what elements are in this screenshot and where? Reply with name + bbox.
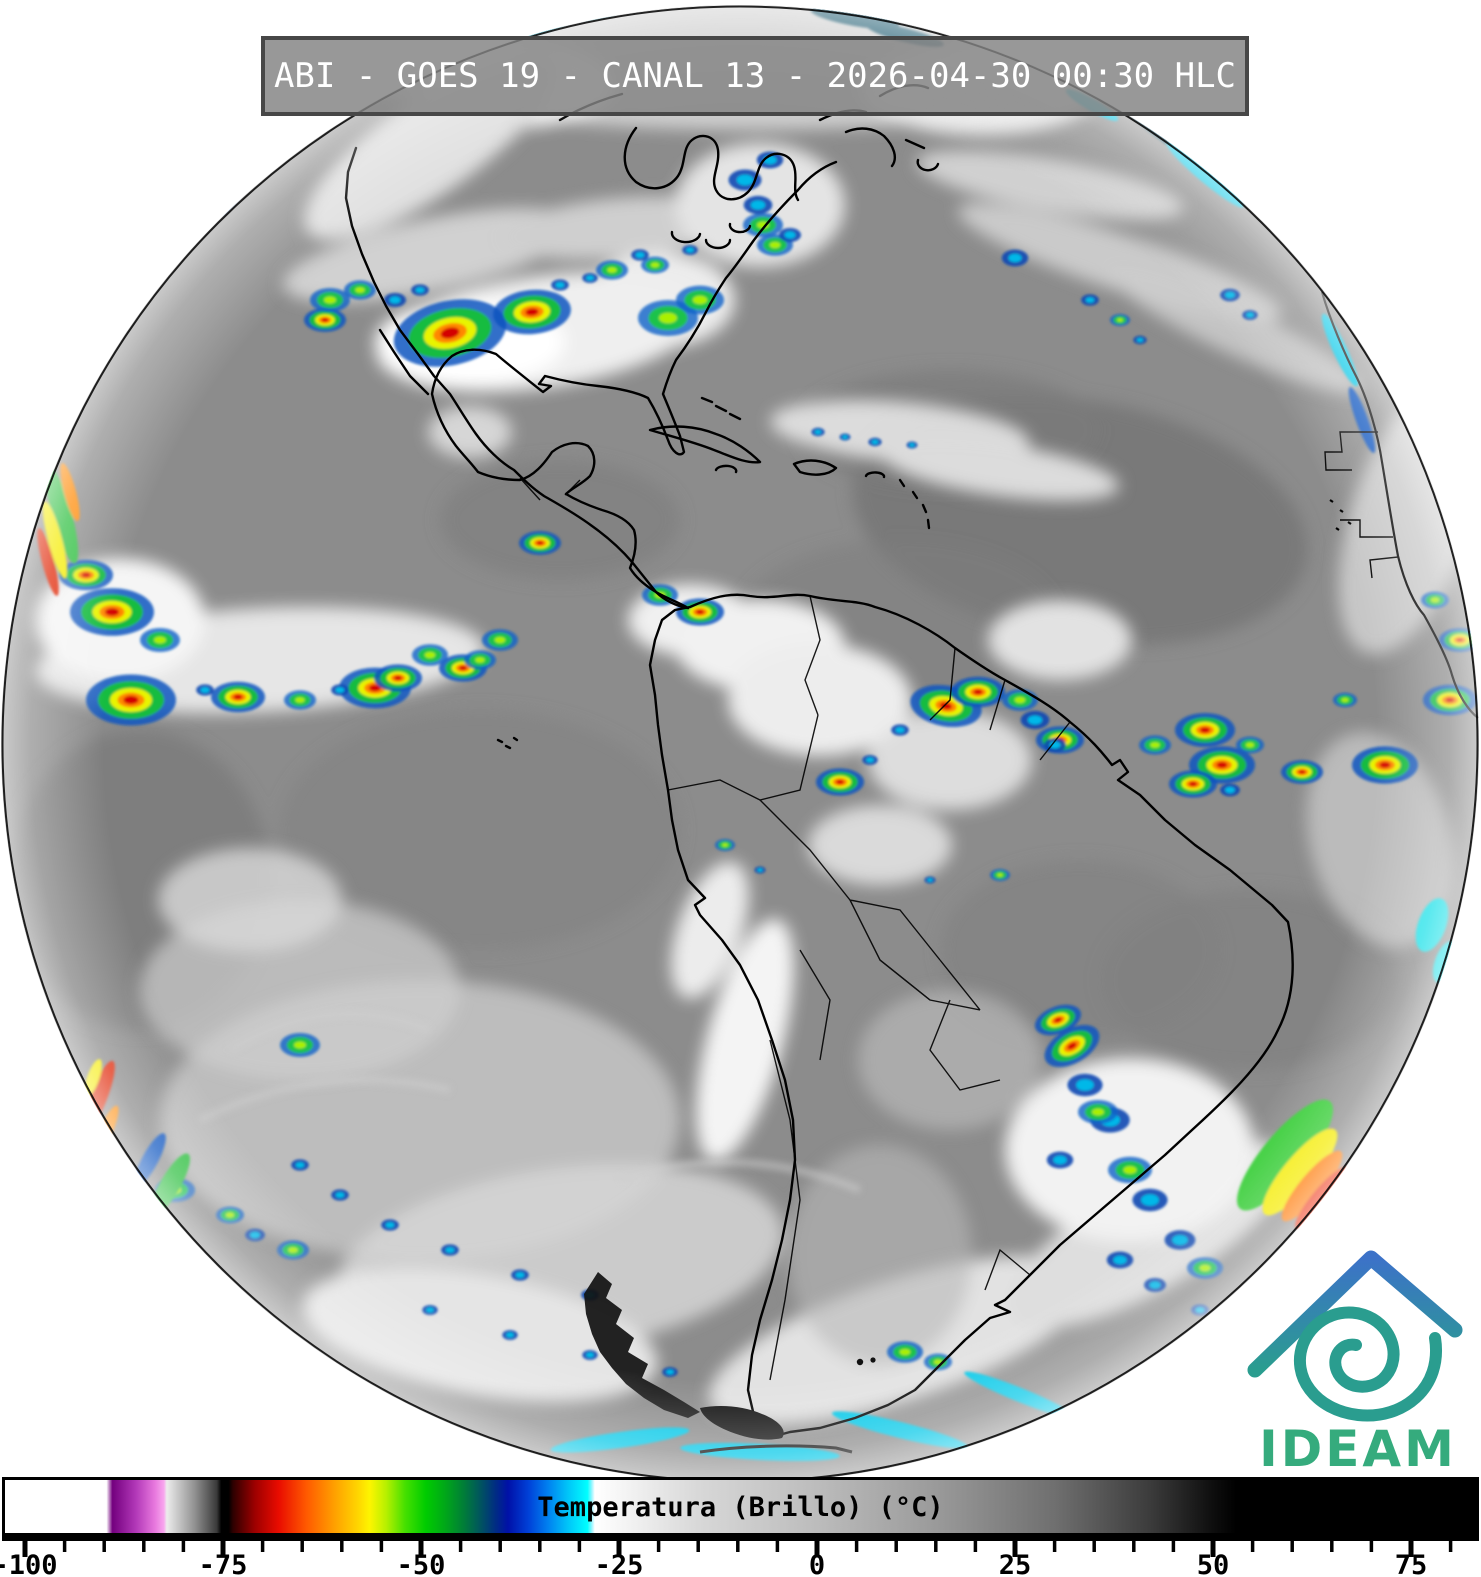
globe-art <box>1 5 1479 1483</box>
ideam-logo-mark <box>1247 1250 1463 1422</box>
axis-tick-label: 50 <box>1197 1550 1230 1577</box>
logo-spiral-icon <box>1293 1306 1443 1422</box>
axis-tick-label: -50 <box>397 1550 446 1577</box>
axis-tick-label: 75 <box>1395 1550 1428 1577</box>
temperature-colorbar: Temperatura (Brillo) (°C) <box>2 1477 1479 1541</box>
title-bar: ABI - GOES 19 - CANAL 13 - 2026-04-30 00… <box>261 36 1249 116</box>
title-text: ABI - GOES 19 - CANAL 13 - 2026-04-30 00… <box>273 56 1237 96</box>
axis-tick-label: -100 <box>0 1550 58 1577</box>
logo-roof <box>1247 1250 1463 1378</box>
colorbar-label: Temperatura (Brillo) (°C) <box>537 1492 944 1523</box>
ideam-logo-text: IDEAM <box>1259 1420 1457 1478</box>
axis-tick-label: 0 <box>809 1550 825 1577</box>
axis-tick-label: 25 <box>999 1550 1032 1577</box>
ideam-logo: IDEAM <box>1243 1238 1473 1478</box>
axis-tick-label: -75 <box>199 1550 248 1577</box>
axis-tick-label: -25 <box>595 1550 644 1577</box>
colorbar-axis: -100 -75 -50 -25 0 25 50 75 <box>0 1541 1453 1577</box>
